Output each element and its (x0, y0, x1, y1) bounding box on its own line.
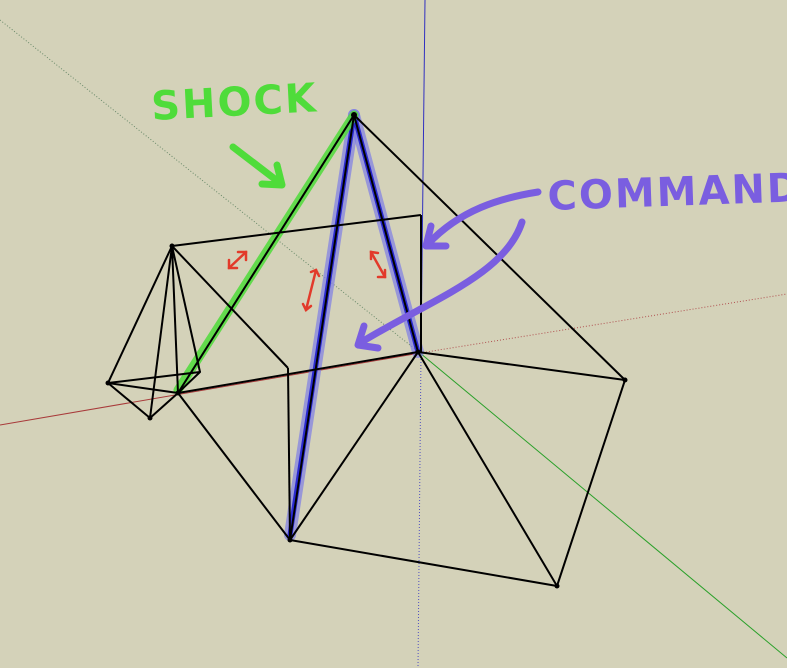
vertices (105, 112, 628, 589)
shock-arrow-icon (229, 143, 286, 189)
shock-annotation: SHOCK (150, 75, 319, 189)
commands-label: COMMANDS (547, 164, 787, 220)
green-axis-solid (419, 352, 787, 659)
wireframe (107, 114, 626, 587)
commands-arrow-icon (354, 188, 542, 352)
motion-arrow-right (369, 250, 387, 279)
double-headed-arrow-icon (227, 250, 387, 312)
motion-arrow-center (301, 268, 321, 312)
shock-label: SHOCK (150, 75, 319, 130)
red-axis-dotted (419, 293, 787, 354)
blue-axis-dotted (417, 352, 422, 668)
red-axis-solid (0, 352, 421, 426)
green-axis-dotted (0, 19, 421, 354)
commands-annotation: COMMANDS (354, 164, 787, 352)
motion-arrow-left (227, 250, 248, 270)
